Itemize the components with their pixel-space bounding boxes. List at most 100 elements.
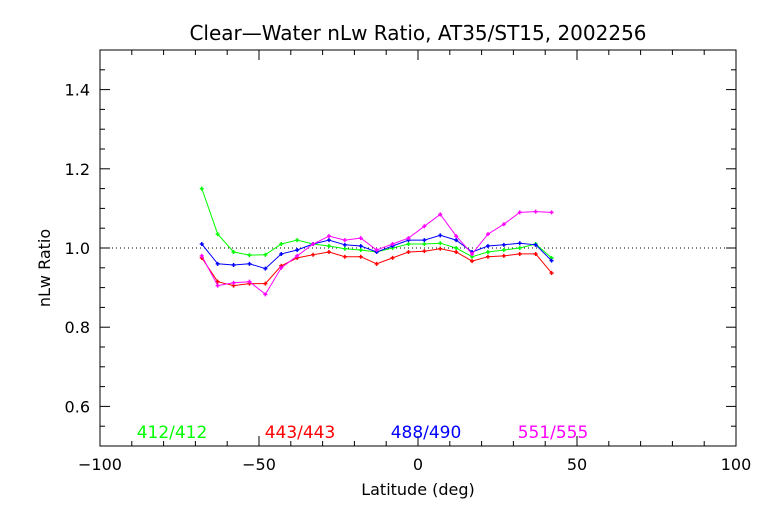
data-point [422, 238, 427, 243]
data-point [454, 246, 459, 250]
y-tick-label: 0.6 [65, 397, 90, 416]
data-point [374, 261, 379, 266]
data-point [501, 222, 506, 227]
data-point [231, 280, 236, 285]
data-point [470, 251, 475, 256]
data-point [390, 255, 395, 260]
data-point [485, 249, 490, 254]
data-point [295, 253, 300, 258]
data-point [279, 265, 284, 270]
data-point [247, 261, 252, 266]
data-point [438, 246, 443, 251]
data-point [406, 249, 411, 254]
data-point [295, 247, 300, 252]
data-point [533, 251, 538, 256]
data-point [549, 270, 554, 275]
data-point [342, 254, 347, 259]
data-point [342, 242, 347, 247]
data-point [501, 253, 506, 258]
data-point [326, 249, 331, 254]
data-point [454, 238, 459, 243]
data-point [311, 242, 316, 247]
data-point [533, 242, 538, 247]
data-point [215, 261, 220, 266]
data-point [215, 232, 220, 237]
data-point [549, 210, 554, 215]
data-point [279, 251, 284, 256]
data-point [517, 246, 522, 250]
data-point [326, 234, 331, 239]
legend-entry: 551/555 [518, 423, 589, 443]
data-point [263, 252, 268, 257]
data-point [406, 236, 411, 241]
legend-entry: 488/490 [391, 423, 462, 443]
data-point [199, 186, 204, 191]
data-point [215, 279, 220, 284]
data-point [517, 210, 522, 215]
data-point [517, 251, 522, 256]
data-point [390, 242, 395, 247]
legend: 412/412 443/443 488/490 551/555 [137, 423, 589, 443]
x-axis-label: Latitude (deg) [361, 480, 475, 499]
data-point [199, 242, 204, 247]
data-point [358, 254, 363, 259]
series-group [199, 186, 554, 297]
data-point [485, 244, 490, 249]
data-point [199, 253, 204, 258]
data-point [326, 238, 331, 243]
data-point [279, 242, 284, 247]
data-point [470, 259, 475, 264]
data-point [533, 209, 538, 214]
data-point [422, 249, 427, 254]
y-tick-label: 1.2 [65, 160, 90, 179]
series-551-555 [199, 209, 554, 297]
y-tick-label: 1.0 [65, 239, 90, 258]
data-point [438, 241, 443, 246]
data-point [358, 247, 363, 252]
data-point [231, 263, 236, 268]
data-point [358, 236, 363, 241]
data-point [406, 242, 411, 247]
series-443-443 [199, 246, 554, 288]
data-point [501, 247, 506, 252]
data-point [295, 238, 300, 243]
data-point [438, 233, 443, 238]
chart-title: Clear—Water nLw Ratio, AT35/ST15, 200225… [189, 21, 646, 45]
data-point [501, 242, 506, 247]
data-point [263, 281, 268, 286]
data-point [263, 266, 268, 271]
data-point [342, 238, 347, 243]
data-point [438, 212, 443, 217]
x-tick-label: 0 [413, 455, 423, 474]
data-point [247, 279, 252, 284]
data-point [342, 246, 347, 251]
data-point [485, 254, 490, 259]
data-point [422, 224, 427, 229]
data-point [358, 244, 363, 249]
y-tick-label: 0.8 [65, 318, 90, 337]
x-tick-label: −100 [78, 455, 122, 474]
x-tick-label: 100 [721, 455, 752, 474]
data-point [311, 252, 316, 257]
x-tick-label: −50 [242, 455, 276, 474]
x-tick-label: 50 [567, 455, 587, 474]
data-point [454, 249, 459, 254]
data-point [485, 232, 490, 237]
y-axis-label: nLw Ratio [35, 229, 54, 307]
data-point [215, 283, 220, 288]
axis-ticks: −100 −50 0 50 100 0.6 0.8 1.0 1.2 1.4 [65, 49, 752, 474]
series-488-490 [199, 233, 554, 271]
data-point [549, 258, 554, 263]
data-point [247, 253, 252, 258]
data-point [231, 249, 236, 254]
data-point [517, 241, 522, 246]
data-point [422, 242, 427, 247]
data-point [326, 244, 331, 249]
legend-entry: 412/412 [137, 423, 208, 443]
data-point [263, 292, 268, 297]
data-point [374, 247, 379, 252]
y-tick-label: 1.4 [65, 81, 90, 100]
data-point [454, 234, 459, 239]
